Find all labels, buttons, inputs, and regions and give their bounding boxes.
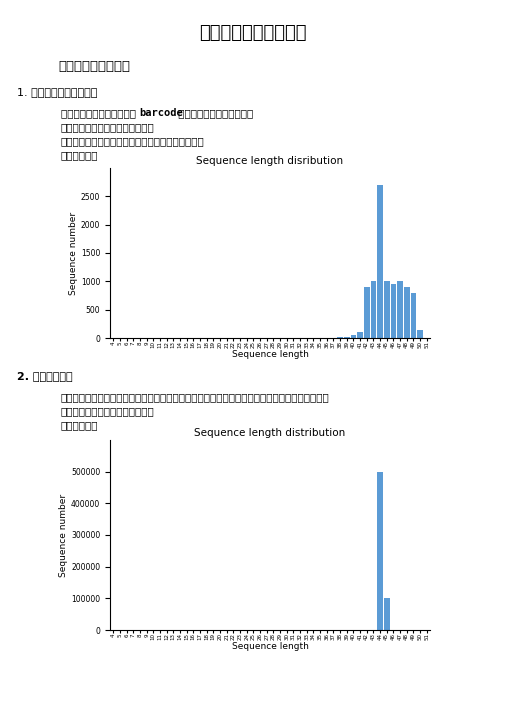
Y-axis label: Sequence number: Sequence number [69, 211, 78, 295]
Bar [384, 281, 389, 338]
Title: Sequence length distribution: Sequence length distribution [194, 428, 345, 438]
Text: 附件三生物信息学分析: 附件三生物信息学分析 [199, 24, 306, 42]
Bar [411, 293, 416, 338]
Bar [377, 472, 383, 630]
Bar [350, 335, 356, 338]
Text: 统计该部分序列的长度分布情况。: 统计该部分序列的长度分布情况。 [61, 406, 155, 416]
Bar [384, 598, 389, 630]
Bar [364, 287, 370, 338]
X-axis label: Sequence length: Sequence length [232, 642, 309, 651]
Text: 图形示例为：: 图形示例为： [61, 150, 98, 160]
Text: 2. 优质序列统计: 2. 优质序列统计 [17, 371, 72, 381]
Text: 基础生物信息学分析: 基础生物信息学分析 [58, 61, 130, 74]
Title: Sequence length disribution: Sequence length disribution [196, 156, 343, 166]
Bar [371, 281, 376, 338]
Bar [417, 329, 423, 338]
Bar [357, 332, 363, 338]
Text: 优质序列：有效测序序列中含有特异性扩增引物、不含模糊碱基、长度大于可供分析标准的序列。: 优质序列：有效测序序列中含有特异性扩增引物、不含模糊碱基、长度大于可供分析标准的… [61, 392, 329, 402]
Bar [377, 185, 383, 338]
Y-axis label: Sequence number: Sequence number [59, 493, 68, 577]
Text: barcode: barcode [139, 108, 183, 118]
Text: 注：合同中约定测序序列条数以有效测序序列为准。: 注：合同中约定测序序列条数以有效测序序列为准。 [61, 136, 205, 146]
Text: 有效测序序列：所有含样品: 有效测序序列：所有含样品 [61, 108, 139, 118]
Text: 图形示例为：: 图形示例为： [61, 420, 98, 430]
X-axis label: Sequence length: Sequence length [232, 350, 309, 359]
Bar [344, 337, 349, 338]
Text: （标签序列）的测序序列。: （标签序列）的测序序列。 [175, 108, 254, 118]
Text: 统计该部分序列的长度分布情况。: 统计该部分序列的长度分布情况。 [61, 122, 155, 132]
Bar [397, 281, 403, 338]
Bar [390, 284, 396, 338]
Text: 1. 有效测序序列结果统计: 1. 有效测序序列结果统计 [17, 87, 97, 97]
Bar [404, 287, 410, 338]
